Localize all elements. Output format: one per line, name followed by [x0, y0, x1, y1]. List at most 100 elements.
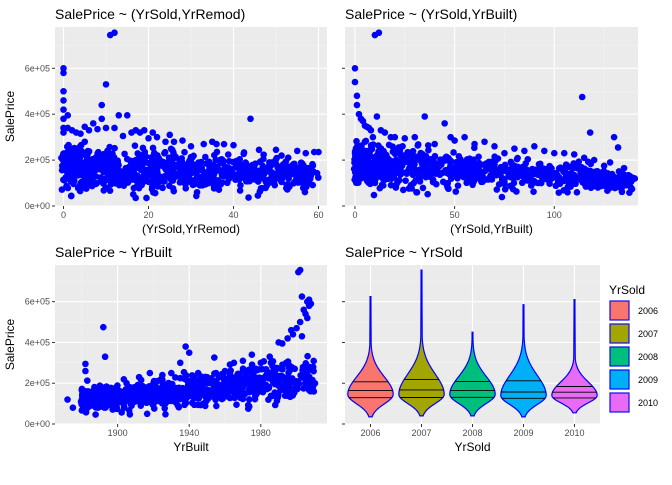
scatter-point	[159, 386, 167, 394]
scatter-point	[101, 402, 108, 410]
scatter-point	[162, 138, 169, 146]
scatter-point	[610, 133, 618, 141]
scatter-point	[510, 179, 518, 187]
scatter-point	[89, 155, 97, 163]
scatter-point	[184, 169, 192, 176]
scatter-point	[383, 169, 391, 177]
scatter-point	[225, 379, 233, 387]
scatter-point	[176, 374, 184, 382]
scatter-point	[454, 182, 462, 189]
scatter-point	[450, 149, 457, 156]
scatter-point	[564, 188, 571, 196]
scatter-point	[507, 166, 515, 173]
scatter-point	[270, 180, 278, 187]
scatter-point	[314, 174, 322, 181]
scatter-point	[464, 160, 471, 168]
scatter-point	[522, 171, 530, 178]
scatter-point	[77, 130, 84, 138]
scatter-point	[197, 401, 204, 409]
x-tick-label: 2010	[564, 428, 584, 438]
scatter-point	[425, 172, 432, 179]
scatter-point	[278, 173, 286, 181]
scatter-point	[289, 378, 296, 386]
scatter-point	[245, 386, 253, 394]
scatter-point	[367, 161, 374, 169]
scatter-point	[493, 186, 501, 193]
scatter-point	[494, 155, 502, 162]
panel-p4: SalePrice ~ YrSold YrSold 2006 2007 2008 2009…	[342, 244, 600, 454]
scatter-point	[369, 170, 377, 178]
points	[58, 29, 322, 202]
scatter-point	[149, 129, 157, 136]
scatter-point	[300, 176, 307, 184]
scatter-point	[232, 378, 240, 385]
scatter-point	[555, 189, 563, 196]
scatter-point	[479, 176, 486, 184]
scatter-point	[169, 185, 177, 192]
scatter-point	[441, 154, 449, 162]
scatter-point	[302, 359, 310, 367]
scatter-point	[69, 404, 77, 411]
scatter-point	[407, 182, 415, 189]
scatter-point	[595, 173, 602, 181]
scatter-point	[298, 160, 306, 167]
points	[64, 266, 319, 418]
scatter-point	[143, 410, 151, 418]
scatter-point	[567, 177, 575, 185]
scatter-point	[310, 357, 317, 365]
scatter-point	[111, 29, 118, 37]
violin-2008	[449, 331, 496, 417]
scatter-point	[141, 384, 148, 391]
scatter-point	[100, 323, 107, 331]
scatter-point	[187, 143, 195, 150]
x-tick-label: 100	[547, 210, 562, 220]
scatter-point	[352, 164, 359, 172]
scatter-point	[154, 183, 162, 190]
legend-label: 2007	[638, 329, 658, 339]
scatter-point	[247, 115, 254, 123]
scatter-point	[586, 129, 594, 136]
y-tick-label: 4e+05	[25, 337, 50, 347]
scatter-point	[185, 349, 193, 356]
scatter-point	[315, 148, 322, 156]
scatter-point	[391, 133, 399, 141]
scatter-point	[584, 158, 592, 166]
scatter-point	[176, 359, 184, 367]
scatter-point	[175, 403, 183, 411]
scatter-point	[231, 394, 238, 402]
scatter-point	[259, 184, 266, 192]
scatter-point	[172, 388, 180, 395]
scatter-point	[153, 377, 161, 385]
scatter-point	[82, 360, 89, 368]
scatter-point	[498, 193, 506, 201]
x-axis-label: YrBuilt	[173, 440, 209, 454]
scatter-point	[138, 181, 145, 189]
scatter-point	[219, 157, 227, 164]
scatter-point	[101, 353, 109, 361]
scatter-point	[77, 171, 84, 179]
scatter-point	[165, 379, 172, 387]
scatter-point	[193, 188, 201, 196]
scatter-point	[64, 169, 71, 177]
y-tick-label: 2e+05	[25, 155, 50, 165]
scatter-point	[450, 170, 457, 177]
legend-label: 2008	[638, 352, 658, 362]
x-tick-label: 0	[61, 210, 66, 220]
scatter-point	[140, 126, 148, 134]
y-tick-label: 6e+05	[25, 297, 50, 307]
scatter-point	[356, 175, 364, 182]
scatter-point	[172, 374, 179, 381]
scatter-point	[286, 367, 294, 374]
scatter-point	[123, 389, 130, 397]
scatter-point	[509, 185, 517, 193]
scatter-point	[411, 133, 419, 141]
scatter-point	[255, 146, 263, 154]
scatter-point	[78, 396, 86, 403]
scatter-point	[150, 149, 158, 157]
scatter-point	[202, 397, 210, 405]
scatter-point	[307, 387, 314, 395]
x-tick-label: 60	[313, 210, 323, 220]
scatter-point	[230, 141, 237, 149]
scatter-point	[269, 358, 277, 365]
scatter-point	[60, 87, 67, 95]
